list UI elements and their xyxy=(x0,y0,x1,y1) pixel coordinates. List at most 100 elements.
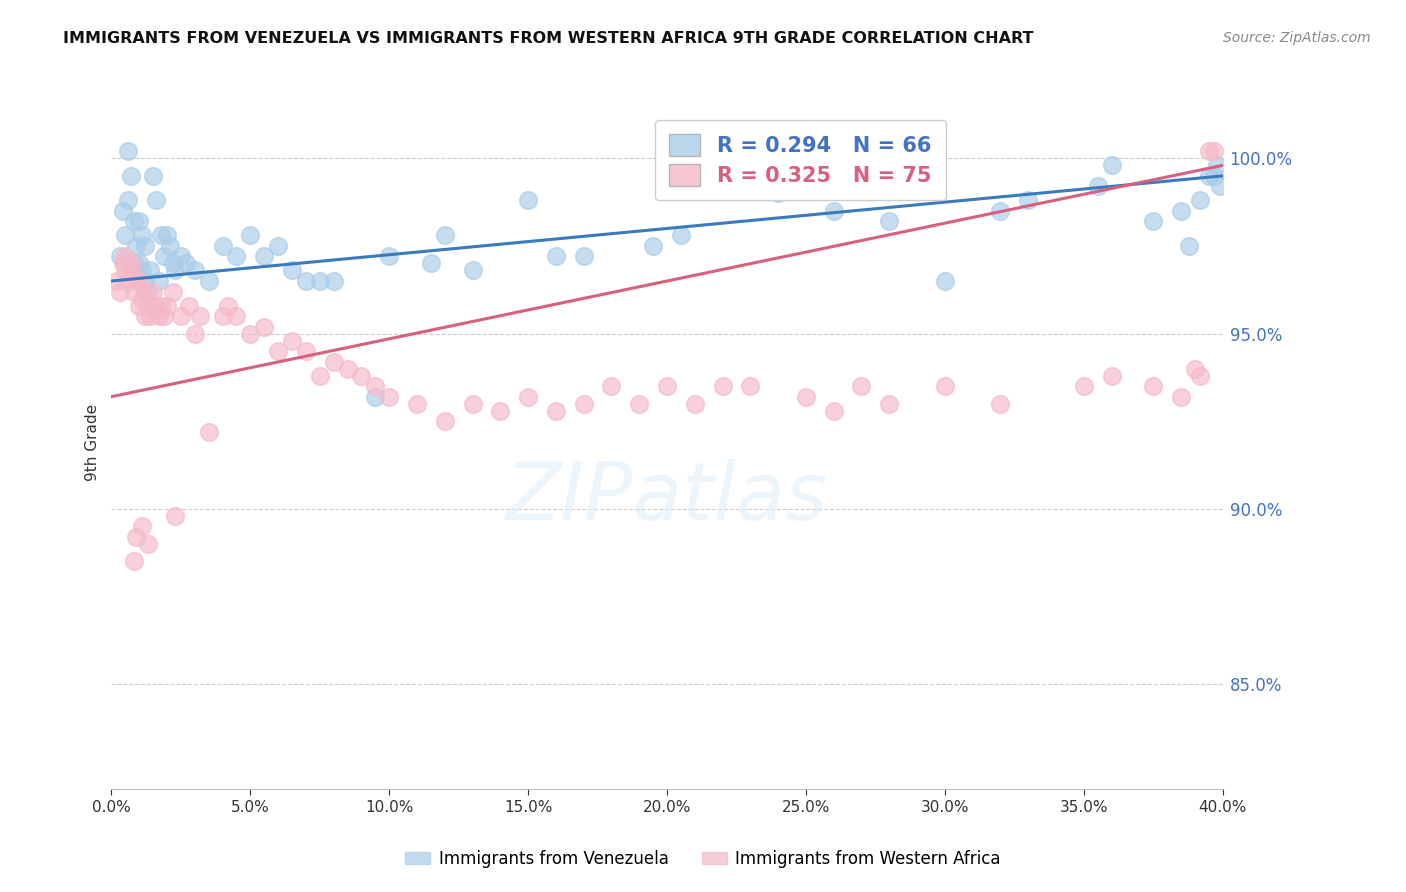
Point xyxy=(122,554,145,568)
Point xyxy=(406,397,429,411)
Point xyxy=(145,194,167,208)
Point xyxy=(823,203,845,218)
Point xyxy=(1189,194,1212,208)
Point xyxy=(517,390,540,404)
Point xyxy=(131,228,153,243)
Point xyxy=(128,274,150,288)
Point xyxy=(111,256,134,270)
Point xyxy=(136,537,159,551)
Point xyxy=(1189,368,1212,383)
Point xyxy=(128,214,150,228)
Point xyxy=(1101,368,1123,383)
Point xyxy=(1198,145,1220,159)
Point xyxy=(111,203,134,218)
Point xyxy=(1178,239,1201,253)
Text: IMMIGRANTS FROM VENEZUELA VS IMMIGRANTS FROM WESTERN AFRICA 9TH GRADE CORRELATIO: IMMIGRANTS FROM VENEZUELA VS IMMIGRANTS … xyxy=(63,31,1033,46)
Point xyxy=(239,326,262,341)
Point xyxy=(669,228,692,243)
Point xyxy=(170,309,193,323)
Point xyxy=(125,530,148,544)
Point xyxy=(225,309,247,323)
Point xyxy=(364,379,387,393)
Point xyxy=(1209,179,1232,194)
Point xyxy=(142,169,165,183)
Point xyxy=(179,299,201,313)
Point xyxy=(1170,203,1192,218)
Point xyxy=(322,274,344,288)
Point xyxy=(336,361,359,376)
Point xyxy=(165,263,187,277)
Point xyxy=(308,368,330,383)
Point xyxy=(159,239,181,253)
Point xyxy=(544,250,567,264)
Point xyxy=(489,403,512,417)
Point xyxy=(253,250,276,264)
Point xyxy=(851,379,873,393)
Point xyxy=(122,256,145,270)
Point xyxy=(1073,379,1095,393)
Point xyxy=(162,285,184,299)
Point xyxy=(139,263,162,277)
Point xyxy=(934,379,956,393)
Legend: Immigrants from Venezuela, Immigrants from Western Africa: Immigrants from Venezuela, Immigrants fr… xyxy=(399,844,1007,875)
Point xyxy=(176,256,198,270)
Point xyxy=(364,390,387,404)
Point xyxy=(1204,145,1226,159)
Point xyxy=(1101,158,1123,172)
Text: Source: ZipAtlas.com: Source: ZipAtlas.com xyxy=(1223,31,1371,45)
Point xyxy=(117,194,139,208)
Point xyxy=(766,186,789,201)
Point xyxy=(267,239,290,253)
Point xyxy=(572,250,595,264)
Point xyxy=(128,299,150,313)
Point xyxy=(117,274,139,288)
Point xyxy=(131,263,153,277)
Point xyxy=(433,228,456,243)
Point xyxy=(267,344,290,359)
Point xyxy=(136,299,159,313)
Point xyxy=(1184,361,1206,376)
Point xyxy=(153,250,176,264)
Point xyxy=(794,390,817,404)
Point xyxy=(197,274,219,288)
Point xyxy=(162,256,184,270)
Point xyxy=(120,169,142,183)
Point xyxy=(683,397,706,411)
Point xyxy=(211,239,233,253)
Point xyxy=(108,285,131,299)
Point xyxy=(934,274,956,288)
Point xyxy=(378,390,401,404)
Point xyxy=(114,228,136,243)
Point xyxy=(142,285,165,299)
Point xyxy=(990,203,1012,218)
Point xyxy=(1017,194,1039,208)
Point xyxy=(128,256,150,270)
Point xyxy=(122,214,145,228)
Point xyxy=(120,263,142,277)
Legend: R = 0.294   N = 66, R = 0.325   N = 75: R = 0.294 N = 66, R = 0.325 N = 75 xyxy=(655,120,946,201)
Point xyxy=(295,344,318,359)
Point xyxy=(877,214,900,228)
Point xyxy=(122,285,145,299)
Point xyxy=(877,397,900,411)
Point xyxy=(125,239,148,253)
Point xyxy=(322,354,344,368)
Point xyxy=(1142,214,1164,228)
Point xyxy=(125,274,148,288)
Point xyxy=(308,274,330,288)
Point xyxy=(184,263,207,277)
Point xyxy=(628,397,651,411)
Point xyxy=(461,263,484,277)
Point xyxy=(295,274,318,288)
Point xyxy=(217,299,239,313)
Point xyxy=(150,228,173,243)
Point xyxy=(188,309,211,323)
Point xyxy=(148,309,170,323)
Point xyxy=(225,250,247,264)
Text: ZIPatlas: ZIPatlas xyxy=(506,458,828,537)
Point xyxy=(253,319,276,334)
Point xyxy=(170,250,193,264)
Point xyxy=(134,285,156,299)
Point xyxy=(131,519,153,533)
Point xyxy=(1206,158,1229,172)
